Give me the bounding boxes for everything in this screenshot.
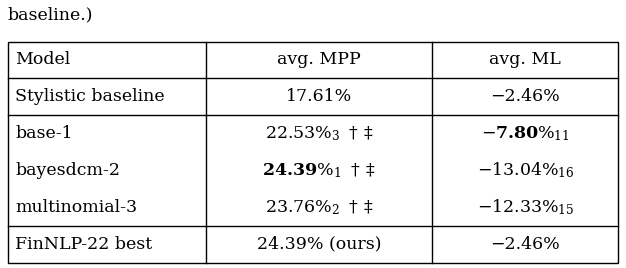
Text: base-1: base-1 (15, 125, 73, 142)
Text: $-12.33\%_{15}$: $-12.33\%_{15}$ (476, 198, 574, 217)
Text: avg. ML: avg. ML (490, 51, 561, 68)
Text: 24.39% (ours): 24.39% (ours) (257, 236, 381, 253)
Text: multinomial-3: multinomial-3 (15, 199, 137, 216)
Text: $23.76\%_{2}\ \dagger\ddagger$: $23.76\%_{2}\ \dagger\ddagger$ (265, 198, 374, 217)
Text: Stylistic baseline: Stylistic baseline (15, 88, 165, 105)
Text: $22.53\%_{3}\ \dagger\ddagger$: $22.53\%_{3}\ \dagger\ddagger$ (265, 124, 374, 143)
Text: $\mathbf{24.39}\%_{1}\ \dagger\ddagger$: $\mathbf{24.39}\%_{1}\ \dagger\ddagger$ (262, 161, 376, 180)
Text: Model: Model (15, 51, 70, 68)
Text: FinNLP-22 best: FinNLP-22 best (15, 236, 152, 253)
Text: −2.46%: −2.46% (490, 236, 560, 253)
Text: $-\mathbf{7.80}\%_{11}$: $-\mathbf{7.80}\%_{11}$ (481, 124, 570, 143)
Text: baseline.): baseline.) (8, 7, 93, 24)
Text: bayesdcm-2: bayesdcm-2 (15, 162, 120, 179)
Text: −2.46%: −2.46% (490, 88, 560, 105)
Text: $-13.04\%_{16}$: $-13.04\%_{16}$ (476, 161, 574, 180)
Text: 17.61%: 17.61% (286, 88, 352, 105)
Text: avg. MPP: avg. MPP (277, 51, 361, 68)
Bar (8, 42, 618, 263)
